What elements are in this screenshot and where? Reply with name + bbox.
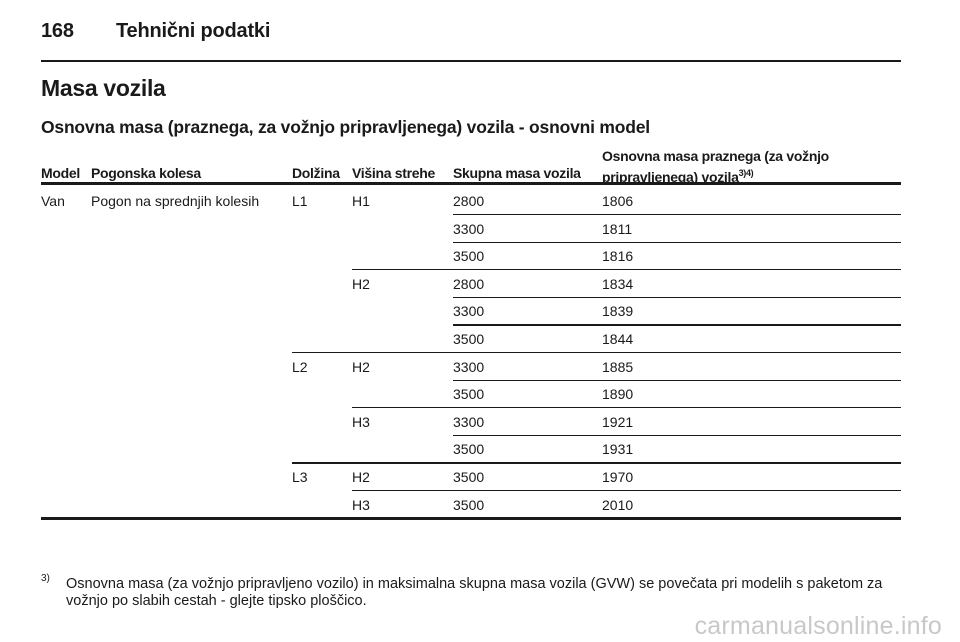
row-divider — [352, 490, 901, 492]
table-subheading: Osnovna masa (praznega, za vožnjo pripra… — [41, 117, 650, 137]
cell-mass: 1839 — [602, 303, 634, 320]
table-bottom-rule — [41, 516, 901, 520]
cell-gvw: 3500 — [453, 496, 485, 513]
cell-gvw: 3300 — [453, 358, 485, 375]
cell-gvw: 3300 — [453, 413, 485, 430]
col-header-curb-mass-line2: pripravljenega) vozila3)4) — [602, 166, 754, 185]
header-bottom-rule — [41, 182, 901, 185]
cell-gvw: 3500 — [453, 331, 485, 347]
section-title: Tehnični podatki — [116, 20, 271, 42]
cell-length: L2 — [292, 358, 308, 375]
cell-gvw: 3300 — [453, 220, 485, 237]
page-number: 168 — [41, 20, 74, 42]
cell-roof: H1 — [352, 193, 370, 209]
row-divider — [292, 462, 901, 464]
cell-gvw: 3500 — [453, 248, 485, 265]
cell-model: Van — [41, 193, 65, 209]
cell-mass: 1970 — [602, 469, 634, 485]
col-header-length: Dolžina — [292, 165, 340, 181]
cell-mass: 1931 — [602, 441, 634, 458]
col-header-model: Model — [41, 165, 80, 181]
footnote-marker: 3) — [41, 573, 50, 584]
cell-mass: 2010 — [602, 496, 634, 513]
row-divider — [453, 324, 901, 326]
cell-mass: 1890 — [602, 386, 634, 403]
row-divider — [292, 352, 901, 354]
cell-roof: H2 — [352, 275, 370, 292]
col-header-roof-height: Višina strehe — [352, 165, 435, 181]
footnote-text: Osnovna masa (za vožnjo pripravljeno voz… — [66, 576, 883, 609]
cell-gvw: 3300 — [453, 303, 485, 320]
col-header-curb-mass-text: pripravljenega) vozila — [602, 169, 739, 185]
cell-gvw: 3500 — [453, 441, 485, 458]
cell-gvw: 3500 — [453, 469, 485, 485]
footnote-reference: 3)4) — [738, 168, 754, 178]
cell-gvw: 3500 — [453, 386, 485, 403]
cell-mass: 1844 — [602, 331, 634, 347]
cell-roof: H2 — [352, 358, 370, 375]
row-divider — [453, 241, 901, 243]
row-divider — [453, 214, 901, 216]
cell-gvw: 2800 — [453, 275, 485, 292]
cell-mass: 1885 — [602, 358, 634, 375]
col-header-curb-mass-line1: Osnovna masa praznega (za vožnjo — [602, 148, 829, 164]
row-divider — [453, 379, 901, 381]
page-heading: Masa vozila — [41, 75, 166, 101]
col-header-drive: Pogonska kolesa — [91, 165, 201, 181]
row-divider — [352, 269, 901, 271]
cell-length: L1 — [292, 193, 308, 209]
cell-mass: 1806 — [602, 193, 634, 209]
cell-roof: H2 — [352, 469, 370, 485]
cell-mass: 1811 — [602, 220, 633, 237]
cell-roof: H3 — [352, 496, 370, 513]
watermark: carmanualsonline.info — [694, 612, 942, 640]
cell-mass: 1834 — [602, 275, 634, 292]
col-header-gross-mass: Skupna masa vozila — [453, 165, 581, 181]
cell-gvw: 2800 — [453, 193, 485, 209]
row-divider — [453, 434, 901, 437]
cell-roof: H3 — [352, 413, 370, 430]
cell-drive: Pogon na sprednjih kolesih — [91, 193, 260, 209]
cell-length: L3 — [292, 469, 308, 485]
header-rule — [41, 60, 901, 62]
cell-mass: 1921 — [602, 413, 634, 430]
cell-mass: 1816 — [602, 248, 634, 265]
row-divider — [453, 296, 901, 299]
row-divider — [352, 407, 901, 409]
